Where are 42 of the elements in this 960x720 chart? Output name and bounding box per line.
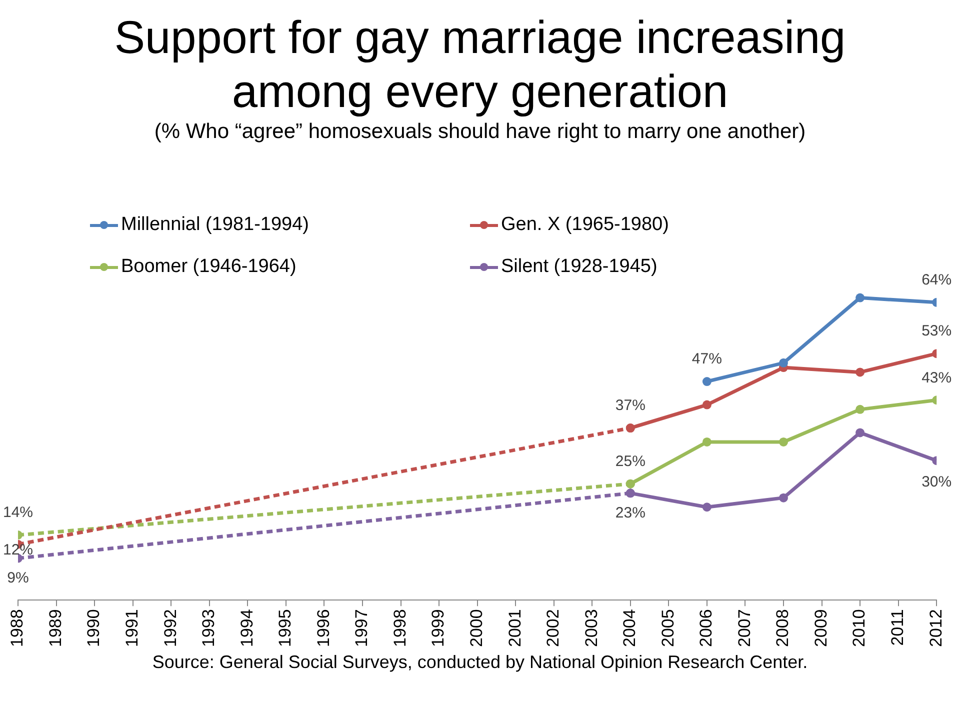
data-label: 43% xyxy=(922,369,952,386)
data-label: 37% xyxy=(615,397,646,414)
data-label: 64% xyxy=(922,272,952,289)
x-tick-label: 2001 xyxy=(505,609,524,648)
x-tick-label: 2006 xyxy=(696,609,716,648)
x-tick-label: 2009 xyxy=(811,609,830,648)
x-tick-label: 1992 xyxy=(160,609,180,648)
x-tick-label: 2008 xyxy=(773,609,792,648)
data-label: 30% xyxy=(922,474,952,491)
x-tick-label: 1990 xyxy=(84,609,104,648)
x-tick-label: 1999 xyxy=(428,609,448,648)
chart-title: Support for gay marriage increasing among every generation xyxy=(113,10,847,118)
source-note: Source: General Social Surveys, conducted by National Opinion Research Center. xyxy=(151,652,809,673)
chart-subtitle: (% Who “agree” homosexuals should have right to marry one another) xyxy=(153,120,807,144)
x-tick-label: 2010 xyxy=(850,609,869,648)
data-label: 23% xyxy=(615,504,646,522)
legend-label: Millennial (1981-1994) xyxy=(121,214,309,236)
x-tick-label: 1989 xyxy=(46,609,65,648)
data-label: 53% xyxy=(922,322,952,340)
x-tick-label: 2004 xyxy=(620,609,640,648)
legend-label: Boomer (1946-1964) xyxy=(121,256,296,278)
data-label: 9% xyxy=(7,569,29,586)
x-tick-label: 1994 xyxy=(237,609,256,648)
x-tick-label: 2012 xyxy=(926,609,946,648)
x-tick-label: 2007 xyxy=(734,609,754,648)
data-label: 14% xyxy=(2,504,34,522)
x-tick-label: 2000 xyxy=(466,609,486,648)
x-tick-label: 1991 xyxy=(122,609,142,648)
x-tick-label: 2002 xyxy=(544,609,563,648)
x-tick-label: 1997 xyxy=(352,609,372,648)
legend-label: Silent (1928-1945) xyxy=(501,256,658,278)
legend-label: Gen. X (1965-1980) xyxy=(501,214,669,236)
data-label: 25% xyxy=(615,453,646,470)
x-tick-label: 2005 xyxy=(658,609,678,648)
x-tick-label: 1993 xyxy=(199,609,218,648)
x-tick-label: 2003 xyxy=(582,609,601,648)
x-tick-label: 1995 xyxy=(276,609,295,648)
x-tick-label: 1988 xyxy=(8,609,27,648)
data-label: 47% xyxy=(692,350,722,368)
x-tick-label: 1998 xyxy=(390,609,410,648)
x-tick-label: 2011 xyxy=(888,609,908,646)
x-tick-label: 1996 xyxy=(314,609,333,648)
